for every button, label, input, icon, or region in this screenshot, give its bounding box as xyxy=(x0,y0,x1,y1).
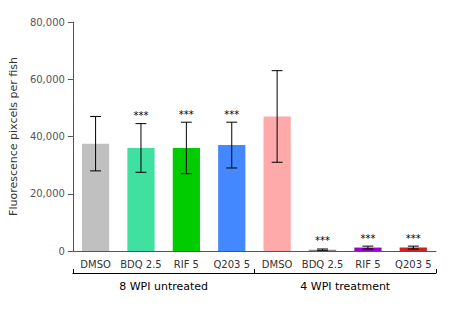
svg-text:DMSO: DMSO xyxy=(80,259,111,270)
svg-text:***: *** xyxy=(224,109,239,120)
svg-text:RIF 5: RIF 5 xyxy=(355,259,380,270)
svg-text:BDQ 2.5: BDQ 2.5 xyxy=(302,259,344,270)
svg-text:***: *** xyxy=(406,233,421,244)
svg-text:4 WPI treatment: 4 WPI treatment xyxy=(300,280,391,293)
svg-text:80,000: 80,000 xyxy=(30,17,65,28)
svg-text:20,000: 20,000 xyxy=(30,188,65,199)
svg-text:Q203 5: Q203 5 xyxy=(214,259,251,270)
svg-text:8 WPI untreated: 8 WPI untreated xyxy=(119,280,208,293)
svg-text:***: *** xyxy=(315,235,330,246)
svg-text:***: *** xyxy=(133,110,148,121)
svg-text:***: *** xyxy=(179,109,194,120)
svg-text:40,000: 40,000 xyxy=(30,131,65,142)
svg-text:Q203 5: Q203 5 xyxy=(395,259,432,270)
svg-text:RIF 5: RIF 5 xyxy=(174,259,199,270)
svg-text:Fluorescence pixcels per fish: Fluorescence pixcels per fish xyxy=(7,57,20,216)
svg-text:***: *** xyxy=(360,233,375,244)
svg-text:60,000: 60,000 xyxy=(30,74,65,85)
svg-text:BDQ 2.5: BDQ 2.5 xyxy=(120,259,162,270)
svg-text:0: 0 xyxy=(59,246,65,257)
svg-text:DMSO: DMSO xyxy=(262,259,293,270)
